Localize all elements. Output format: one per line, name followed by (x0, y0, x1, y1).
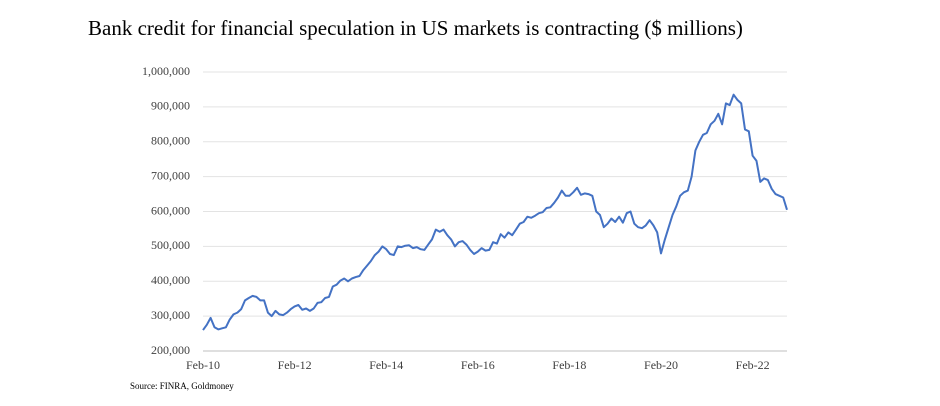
y-tick-label: 800,000 (151, 134, 190, 148)
y-tick-label: 400,000 (151, 273, 190, 287)
x-tick-label: Feb-10 (186, 358, 220, 372)
source-note: Source: FINRA, Goldmoney (130, 381, 234, 391)
y-tick-label: 700,000 (151, 168, 190, 182)
y-tick-label: 1,000,000 (142, 64, 190, 78)
x-tick-label: Feb-16 (461, 358, 495, 372)
y-tick-label: 900,000 (151, 99, 190, 113)
data-line (202, 93, 788, 331)
x-tick-label: Feb-18 (552, 358, 586, 372)
x-tick-label: Feb-20 (644, 358, 678, 372)
x-tick-label: Feb-12 (278, 358, 312, 372)
y-tick-label: 200,000 (151, 343, 190, 357)
x-tick-label: Feb-14 (369, 358, 403, 372)
y-tick-label: 600,000 (151, 203, 190, 217)
y-tick-label: 300,000 (151, 308, 190, 322)
y-tick-label: 500,000 (151, 238, 190, 252)
x-tick-label: Feb-22 (736, 358, 770, 372)
chart-title: Bank credit for financial speculation in… (88, 16, 743, 40)
